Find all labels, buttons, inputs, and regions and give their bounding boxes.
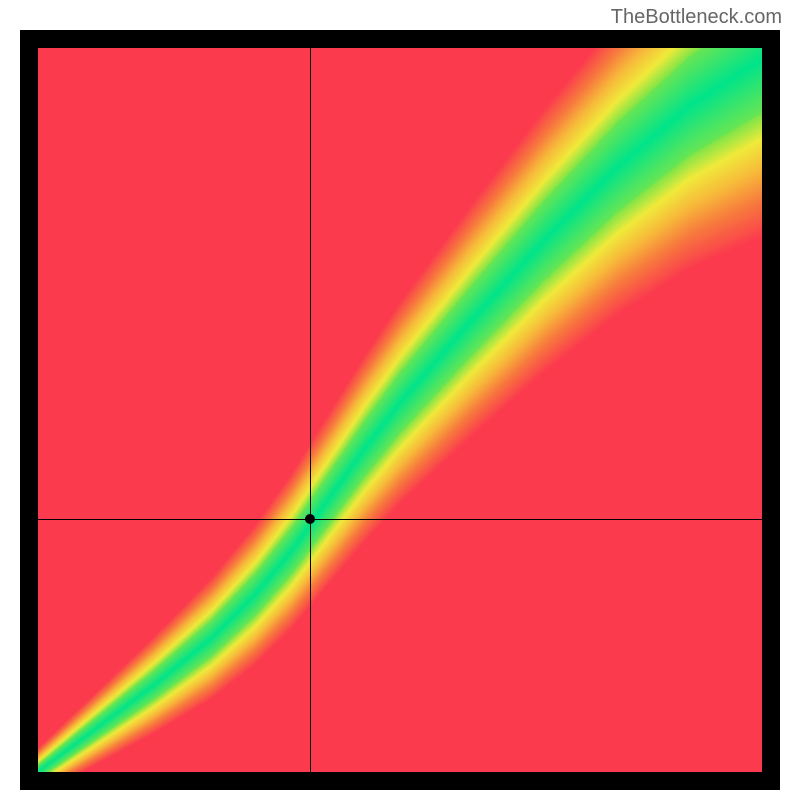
- chart-outer-frame: [20, 30, 780, 790]
- crosshair-vertical: [310, 48, 311, 772]
- heatmap-canvas: [38, 48, 762, 772]
- watermark-text: TheBottleneck.com: [611, 6, 782, 29]
- crosshair-horizontal: [38, 519, 762, 520]
- marker-dot: [305, 514, 315, 524]
- plot-area: [38, 48, 762, 772]
- bottleneck-chart: TheBottleneck.com: [0, 0, 800, 800]
